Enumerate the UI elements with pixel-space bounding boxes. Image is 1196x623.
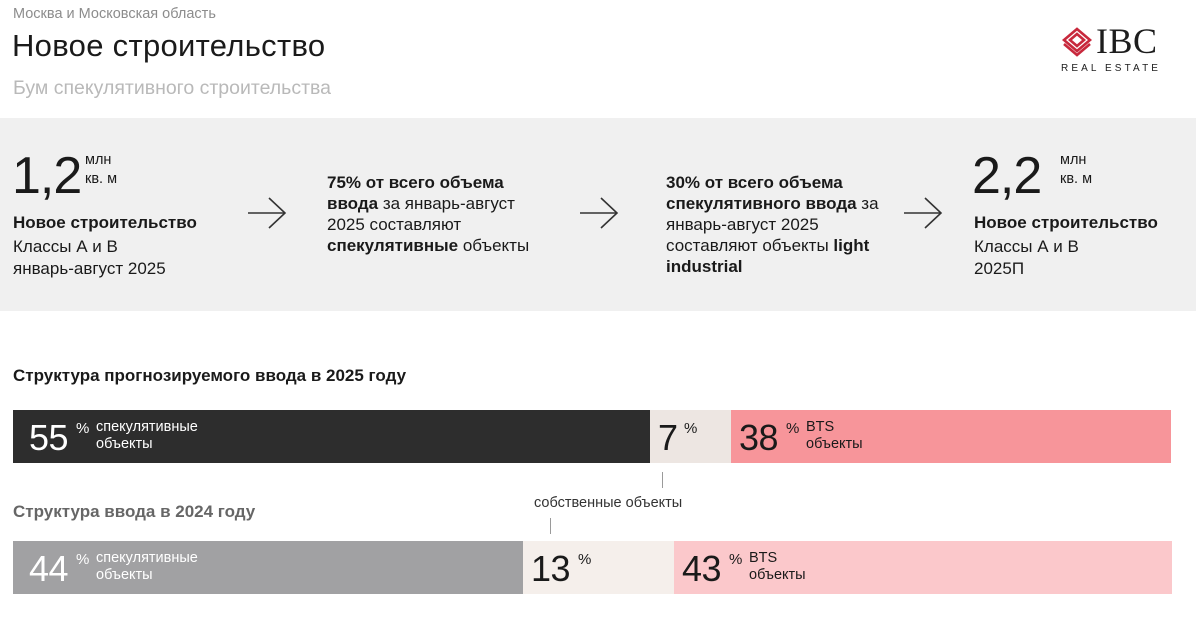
stat-left-class: Классы А и В (13, 237, 118, 256)
fact-speculative-keyword: спекулятивные (327, 236, 459, 255)
chart-2024-title: Структура ввода в 2024 году (13, 502, 256, 521)
callout-own-objects: собственные объекты (534, 495, 683, 511)
stat-left-title: Новое строительство (13, 213, 197, 232)
logo-wordmark: IBC (1096, 21, 1158, 61)
stat-left-period: январь-август 2025 (13, 259, 166, 278)
fact-speculative: 75% от всего объема ввода за январь-авгу… (327, 172, 557, 256)
arrow-right-icon (248, 197, 287, 229)
data-label-value: 13 (531, 548, 571, 589)
bar-segment: 13% (523, 541, 674, 594)
stat-right-period: 2025П (974, 259, 1025, 278)
page-subtitle: Бум спекулятивного строительства (13, 77, 332, 99)
data-label-value: 55 (29, 417, 69, 458)
data-label-value: 44 (29, 548, 69, 589)
ibc-logo: IBC REAL ESTATE (1058, 21, 1176, 78)
fact-speculative-share: 75% от всего объема ввода (327, 173, 504, 213)
arrow-right-icon (904, 197, 943, 229)
data-label-unit: % (786, 420, 800, 437)
segment-label: спекулятивные объекты (96, 419, 198, 452)
fact-light-industrial: 30% от всего объема спекулятивного ввода… (666, 172, 881, 277)
fact-light-industrial-share: 30% от всего объема спекулятивного ввода (666, 173, 857, 213)
segment-label: BTS объекты (749, 550, 806, 583)
data-label-value: 38 (739, 417, 779, 458)
summary-band (0, 118, 1196, 311)
data-label-value: 7 (658, 417, 678, 458)
page-title: Новое строительство (12, 28, 326, 63)
data-label-unit: % (684, 420, 698, 437)
fact-speculative-tail: объекты (458, 236, 530, 255)
region-label: Москва и Московская область (13, 6, 216, 22)
chart-2025-title: Структура прогнозируемого ввода в 2025 г… (13, 366, 407, 385)
fact-light-industrial-period: за январь-август 2025 составляют объекты (666, 194, 879, 255)
data-label-unit: % (578, 551, 592, 568)
bar-segment: 43% BTS объекты (674, 541, 1172, 594)
bar-segment: 55% спекулятивные объекты (13, 410, 650, 463)
arrow-right-icon (580, 197, 619, 229)
logo-tagline: REAL ESTATE (1061, 63, 1162, 74)
callout-line-top (662, 472, 663, 488)
data-label-unit: % (729, 551, 743, 568)
segment-label: спекулятивные объекты (96, 550, 198, 583)
fact-speculative-period: за январь-август 2025 составляют (327, 194, 515, 234)
ibc-diamond-icon (1061, 27, 1093, 57)
data-label-unit: % (76, 420, 90, 437)
stat-right-unit: млн кв. м (1060, 152, 1093, 187)
fact-light-industrial-keyword: light industrial (666, 236, 870, 276)
stat-right-title: Новое строительство (974, 213, 1158, 232)
stat-right-value: 2,2 (972, 147, 1042, 205)
bar-segment: 44% спекулятивные объекты (13, 541, 523, 594)
bar-segment: 7% (650, 410, 731, 463)
callout-line-bottom (550, 518, 551, 534)
segment-label: BTS объекты (806, 419, 863, 452)
bar-segment: 38% BTS объекты (731, 410, 1171, 463)
data-label-unit: % (76, 551, 90, 568)
stacked-bar-2025: 55% спекулятивные объекты 7% 38% BTS объекты (13, 410, 1172, 463)
stat-left-unit: млн кв. м (85, 152, 118, 187)
stat-left-value: 1,2 (12, 147, 82, 205)
stacked-bar-2024: 44% спекулятивные объекты 13% 43% BTS объект… (13, 541, 1172, 594)
data-label-value: 43 (682, 548, 722, 589)
stat-right-class: Классы А и В (974, 237, 1079, 256)
